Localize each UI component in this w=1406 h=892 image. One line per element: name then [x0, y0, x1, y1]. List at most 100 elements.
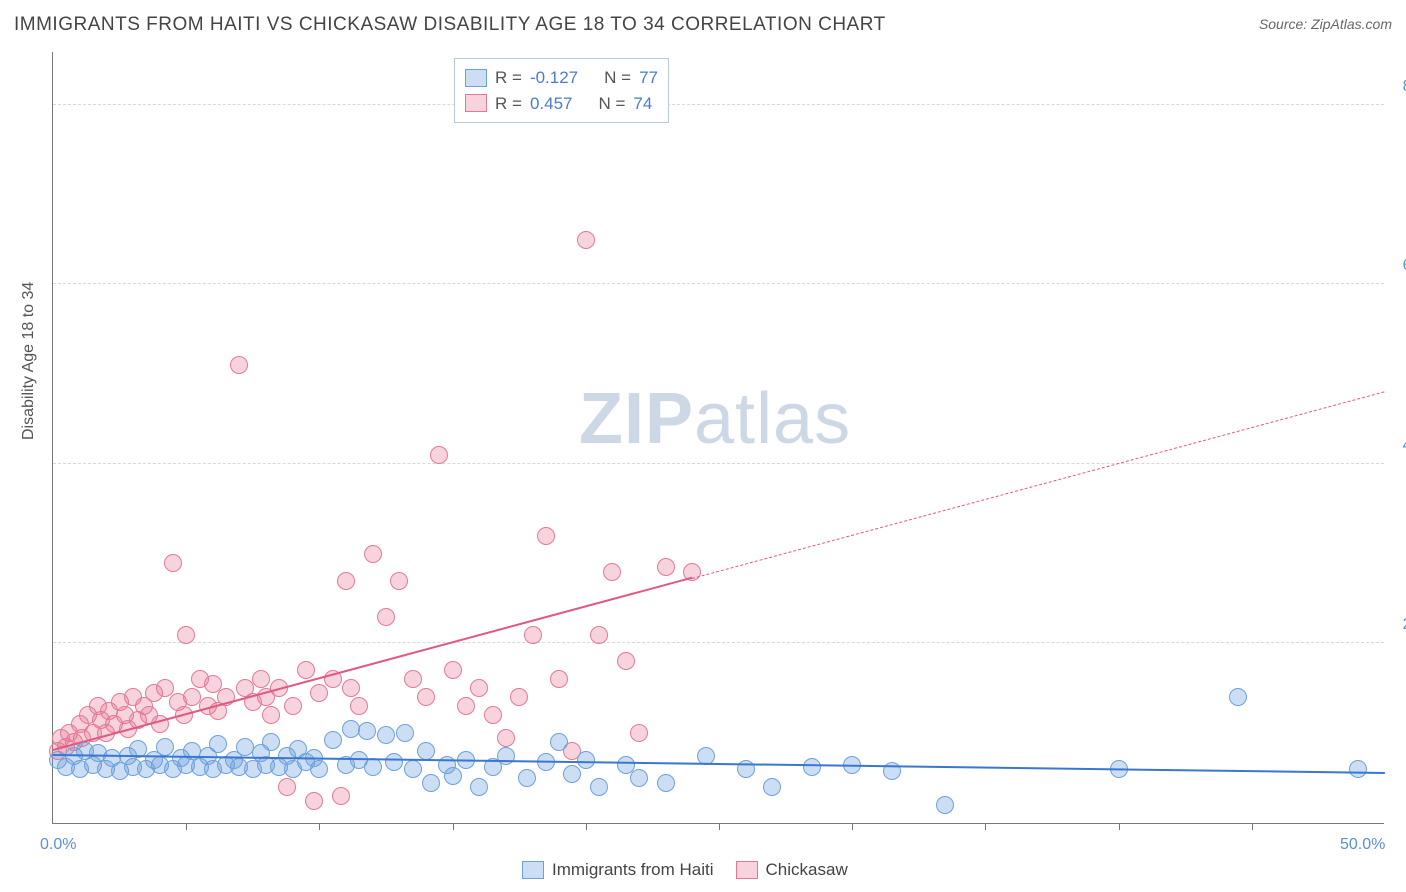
legend-item-haiti: Immigrants from Haiti [522, 860, 714, 880]
data-point-chickasaw [617, 652, 635, 670]
legend-r-label: R = [495, 91, 522, 117]
data-point-chickasaw [332, 787, 350, 805]
x-tick-label: 50.0% [1340, 836, 1385, 854]
legend-swatch-haiti [522, 861, 544, 879]
data-point-haiti [422, 774, 440, 792]
data-point-haiti [262, 733, 280, 751]
data-point-chickasaw [444, 661, 462, 679]
legend-n-haiti: 77 [639, 65, 658, 91]
grid-line [53, 104, 1384, 105]
x-tick-mark [1252, 823, 1253, 830]
data-point-chickasaw [177, 626, 195, 644]
grid-line [53, 463, 1384, 464]
y-tick-label: 60.0% [1388, 257, 1406, 275]
data-point-haiti [550, 733, 568, 751]
legend-label-chickasaw: Chickasaw [766, 860, 848, 880]
legend-n-label: N = [598, 91, 625, 117]
data-point-chickasaw [377, 608, 395, 626]
legend-swatch-haiti [465, 69, 487, 87]
grid-line [53, 642, 1384, 643]
data-point-chickasaw [457, 697, 475, 715]
data-point-haiti [803, 758, 821, 776]
x-tick-mark [1119, 823, 1120, 830]
legend-swatch-chickasaw [465, 94, 487, 112]
data-point-haiti [630, 769, 648, 787]
data-point-chickasaw [284, 697, 302, 715]
legend-row-chickasaw: R = 0.457 N = 74 [465, 91, 658, 117]
chart-title: IMMIGRANTS FROM HAITI VS CHICKASAW DISAB… [14, 14, 886, 36]
data-point-chickasaw [497, 729, 515, 747]
data-point-chickasaw [337, 572, 355, 590]
data-point-haiti [657, 774, 675, 792]
x-tick-mark [186, 823, 187, 830]
legend-label-haiti: Immigrants from Haiti [552, 860, 714, 880]
watermark: ZIPatlas [579, 378, 851, 460]
data-point-chickasaw [524, 626, 542, 644]
legend-row-haiti: R = -0.127 N = 77 [465, 65, 658, 91]
data-point-haiti [377, 726, 395, 744]
x-tick-label: 0.0% [40, 836, 76, 854]
legend-item-chickasaw: Chickasaw [736, 860, 848, 880]
correlation-legend: R = -0.127 N = 77 R = 0.457 N = 74 [454, 58, 669, 123]
data-point-haiti [417, 742, 435, 760]
data-point-haiti [385, 753, 403, 771]
data-point-haiti [563, 765, 581, 783]
x-tick-mark [719, 823, 720, 830]
data-point-haiti [444, 767, 462, 785]
data-point-haiti [358, 722, 376, 740]
data-point-chickasaw [510, 688, 528, 706]
legend-swatch-chickasaw [736, 861, 758, 879]
x-tick-mark [852, 823, 853, 830]
legend-r-chickasaw: 0.457 [530, 91, 573, 117]
trend-line-chickasaw [692, 391, 1385, 579]
data-point-chickasaw [577, 231, 595, 249]
grid-line [53, 283, 1384, 284]
data-point-chickasaw [404, 670, 422, 688]
data-point-haiti [518, 769, 536, 787]
data-point-chickasaw [657, 558, 675, 576]
data-point-chickasaw [364, 545, 382, 563]
legend-r-haiti: -0.127 [530, 65, 578, 91]
x-tick-mark [319, 823, 320, 830]
data-point-chickasaw [230, 356, 248, 374]
scatter-plot: ZIPatlas 20.0%40.0%60.0%80.0% [52, 52, 1384, 824]
data-point-chickasaw [278, 778, 296, 796]
data-point-haiti [590, 778, 608, 796]
data-point-chickasaw [390, 572, 408, 590]
x-tick-mark [985, 823, 986, 830]
data-point-chickasaw [297, 661, 315, 679]
y-tick-label: 40.0% [1388, 437, 1406, 455]
data-point-chickasaw [537, 527, 555, 545]
data-point-chickasaw [350, 697, 368, 715]
data-point-chickasaw [164, 554, 182, 572]
series-legend: Immigrants from Haiti Chickasaw [522, 860, 848, 880]
y-axis-label: Disability Age 18 to 34 [20, 282, 38, 440]
data-point-haiti [1229, 688, 1247, 706]
data-point-haiti [156, 738, 174, 756]
legend-n-label: N = [604, 65, 631, 91]
data-point-chickasaw [470, 679, 488, 697]
x-tick-mark [586, 823, 587, 830]
data-point-haiti [396, 724, 414, 742]
data-point-chickasaw [310, 684, 328, 702]
data-point-chickasaw [630, 724, 648, 742]
data-point-haiti [936, 796, 954, 814]
data-point-haiti [404, 760, 422, 778]
data-point-chickasaw [305, 792, 323, 810]
data-point-haiti [470, 778, 488, 796]
y-tick-label: 20.0% [1388, 616, 1406, 634]
data-point-chickasaw [430, 446, 448, 464]
x-tick-mark [453, 823, 454, 830]
data-point-haiti [763, 778, 781, 796]
data-point-haiti [310, 760, 328, 778]
data-point-chickasaw [342, 679, 360, 697]
data-point-haiti [1349, 760, 1367, 778]
data-point-chickasaw [262, 706, 280, 724]
data-point-haiti [364, 758, 382, 776]
data-point-chickasaw [417, 688, 435, 706]
chart-container: IMMIGRANTS FROM HAITI VS CHICKASAW DISAB… [0, 0, 1406, 892]
data-point-chickasaw [484, 706, 502, 724]
data-point-chickasaw [590, 626, 608, 644]
data-point-chickasaw [603, 563, 621, 581]
legend-n-chickasaw: 74 [633, 91, 652, 117]
